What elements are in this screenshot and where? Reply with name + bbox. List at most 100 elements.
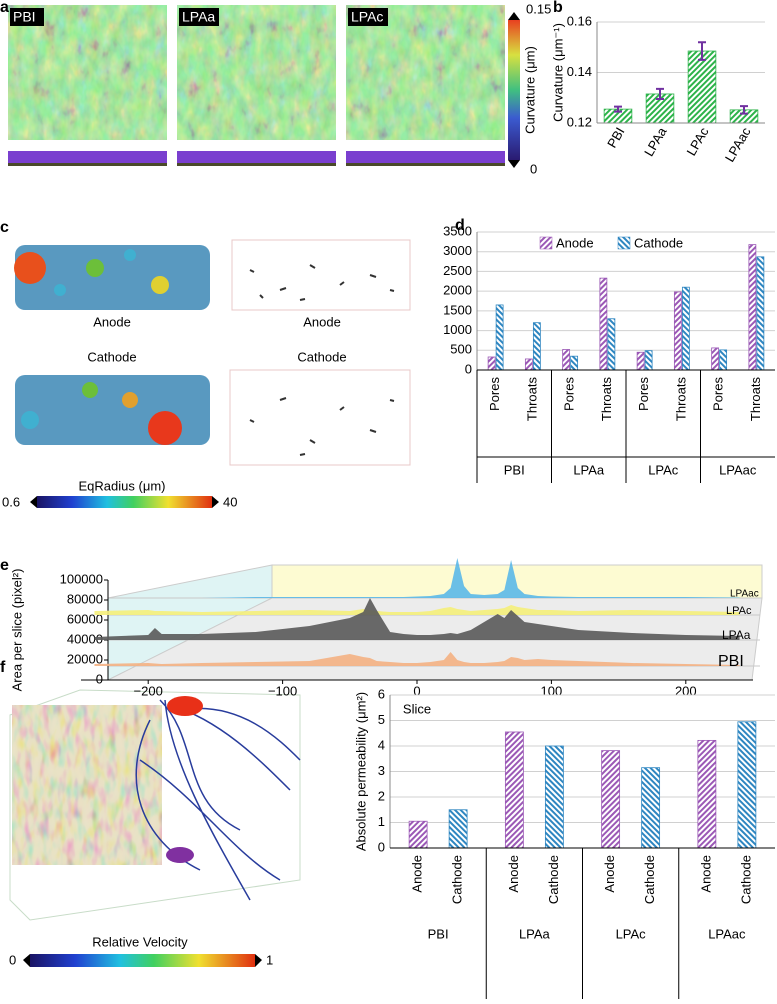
- bar: [711, 347, 720, 371]
- area: [94, 605, 740, 615]
- group-label: LPAc: [648, 462, 679, 477]
- bar: [673, 291, 682, 371]
- colorbar-max: 40: [223, 494, 237, 509]
- y-tick-label: 6: [378, 686, 385, 701]
- pore: [124, 249, 136, 261]
- image: [346, 5, 505, 140]
- y-tick-label: 0.12: [567, 114, 592, 129]
- bar: [636, 351, 645, 371]
- y-tick-label: 1500: [443, 302, 472, 317]
- bar: [487, 356, 496, 371]
- colorbar-title: EqRadius (μm): [79, 478, 166, 493]
- y-tick-label: 60000: [67, 611, 103, 626]
- bar: [687, 50, 717, 124]
- group-label: LPAac: [719, 462, 757, 477]
- y-tick-label: 100000: [60, 571, 103, 586]
- y-tick-label: 2: [378, 788, 385, 803]
- panel-label: a: [0, 0, 9, 16]
- panel-label: c: [0, 219, 9, 236]
- bar: [748, 244, 757, 371]
- y-axis-title: Absolute permeability (μm²): [353, 692, 368, 851]
- x-tick-label: Cathode: [546, 855, 561, 904]
- bar: [532, 322, 541, 371]
- x-tick-label: Pores: [711, 377, 726, 411]
- inlet: [167, 696, 203, 716]
- bar: [544, 745, 564, 849]
- bar: [570, 355, 579, 371]
- group-label: PBI: [428, 926, 449, 941]
- image: [15, 245, 210, 310]
- x-tick-label: LPAac: [722, 124, 754, 164]
- y-tick-label: 5: [378, 712, 385, 727]
- x-tick-label: Throats: [599, 377, 614, 422]
- x-tick-label: Cathode: [450, 855, 465, 904]
- x-tick-label: LPAc: [684, 124, 712, 158]
- pore: [122, 392, 138, 408]
- legend-label: Anode: [556, 235, 594, 250]
- image-label: Anode: [303, 314, 341, 329]
- image: [229, 369, 411, 466]
- pore: [14, 252, 46, 284]
- y-tick-label: 3: [378, 763, 385, 778]
- x-tick-label: −200: [134, 683, 163, 698]
- x-tick-label: PBI: [604, 125, 627, 151]
- image-label: LPAa: [182, 9, 215, 25]
- x-tick-label: LPAa: [641, 124, 670, 159]
- y-tick-label: 3500: [443, 223, 472, 238]
- bar: [697, 739, 717, 849]
- error-bar: [740, 105, 748, 115]
- y-tick-label: 20000: [67, 651, 103, 666]
- x-tick-label: Pores: [636, 377, 651, 411]
- image-strip: [346, 163, 505, 166]
- panel-label: e: [0, 557, 9, 574]
- legend-label: Cathode: [634, 235, 683, 250]
- x-tick-label: 100: [541, 683, 563, 698]
- group-label: PBI: [504, 462, 525, 477]
- pore: [21, 411, 39, 429]
- bar: [495, 304, 504, 371]
- label-bg: [348, 8, 388, 26]
- image-label: LPAc: [351, 9, 383, 25]
- image-label: PBI: [13, 9, 36, 25]
- y-tick-label: 80000: [67, 591, 103, 606]
- x-tick-label: Cathode: [642, 855, 657, 904]
- streamlines: [135, 699, 301, 901]
- y-tick-label: 2500: [443, 263, 472, 278]
- pore: [82, 382, 98, 398]
- error-bar: [656, 87, 664, 101]
- x-tick-label: Anode: [602, 855, 617, 893]
- bar: [719, 349, 728, 371]
- series-label: LPAac: [730, 589, 759, 600]
- x-tick-label: Throats: [524, 377, 539, 422]
- image-strip: [177, 163, 336, 166]
- legend-swatch: [539, 236, 553, 250]
- y-tick-label: 1000: [443, 322, 472, 337]
- area: [94, 652, 740, 666]
- bar: [408, 820, 428, 849]
- y-tick-label: 500: [450, 342, 472, 357]
- panel-c-images: Anode Anode Cathode Cathode EqRadius (μm…: [2, 239, 411, 509]
- series-label: PBI: [718, 653, 744, 670]
- y-tick-label: 1: [378, 814, 385, 829]
- label-bg: [10, 8, 44, 26]
- pore: [54, 284, 66, 296]
- y-tick-label: 4: [378, 737, 385, 752]
- area: [94, 598, 740, 640]
- label-bg: [179, 8, 219, 26]
- group-label: LPAc: [616, 926, 647, 941]
- bar: [737, 721, 757, 849]
- bar: [524, 358, 533, 371]
- image-strip: [177, 151, 336, 165]
- colorbar: [30, 954, 255, 967]
- colorbar-max: 0.15: [526, 1, 551, 16]
- bar: [641, 767, 661, 849]
- y-axis-title: Curvature (μm⁻¹): [550, 23, 565, 122]
- colorbar-min: 0: [9, 952, 16, 967]
- bar: [562, 349, 571, 371]
- panel-label: b: [553, 0, 563, 16]
- bar: [644, 350, 653, 371]
- bar: [756, 256, 765, 371]
- x-axis-title: Slice: [403, 701, 431, 716]
- frame: [9, 689, 301, 921]
